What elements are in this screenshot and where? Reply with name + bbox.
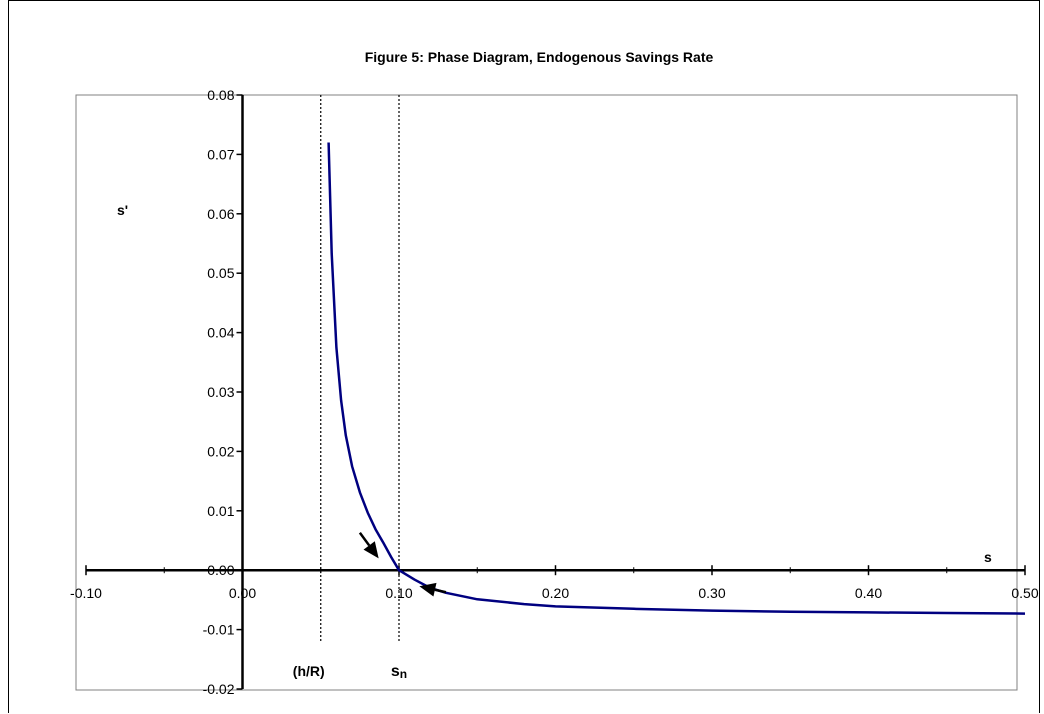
chart-title: Figure 5: Phase Diagram, Endogenous Savi… [365, 49, 714, 65]
arrow-head-0 [363, 541, 379, 559]
y-tick-label-10: 0.08 [207, 87, 234, 103]
y-tick-label-7: 0.05 [207, 265, 234, 281]
y-tick-label-0: -0.02 [203, 681, 235, 697]
x-tick-label-2: 0.10 [385, 585, 412, 601]
y-tick-label-1: -0.01 [203, 622, 235, 638]
x-tick-label-4: 0.30 [698, 585, 725, 601]
y-tick-label-3: 0.01 [207, 503, 234, 519]
x-tick-label-5: 0.40 [855, 585, 882, 601]
x-tick-label-0: -0.10 [70, 585, 102, 601]
plot-area [75, 94, 1018, 691]
series-line-0 [327, 142, 1026, 615]
arrow-shaft-1 [434, 588, 447, 594]
arrow-head-1 [419, 582, 437, 597]
reference-line-label-1: sn [391, 663, 407, 681]
y-tick-label-4: 0.02 [207, 443, 234, 459]
chart-frame: Figure 5: Phase Diagram, Endogenous Savi… [8, 0, 1040, 713]
y-tick-label-2: 0.00 [207, 562, 234, 578]
phase-diagram-chart: Figure 5: Phase Diagram, Endogenous Savi… [70, 49, 1039, 697]
x-tick-label-1: 0.00 [229, 585, 256, 601]
arrow-shaft-0 [358, 532, 371, 547]
x-tick-label-3: 0.20 [542, 585, 569, 601]
x-tick-label-6: 0.50 [1011, 585, 1038, 601]
y-tick-label-8: 0.06 [207, 206, 234, 222]
y-tick-label-5: 0.03 [207, 384, 234, 400]
reference-line-label-0: (h/R) [293, 663, 325, 679]
y-tick-label-6: 0.04 [207, 325, 234, 341]
y-axis-label: s' [117, 202, 128, 218]
y-tick-label-9: 0.07 [207, 146, 234, 162]
x-axis-label: s [984, 549, 992, 565]
